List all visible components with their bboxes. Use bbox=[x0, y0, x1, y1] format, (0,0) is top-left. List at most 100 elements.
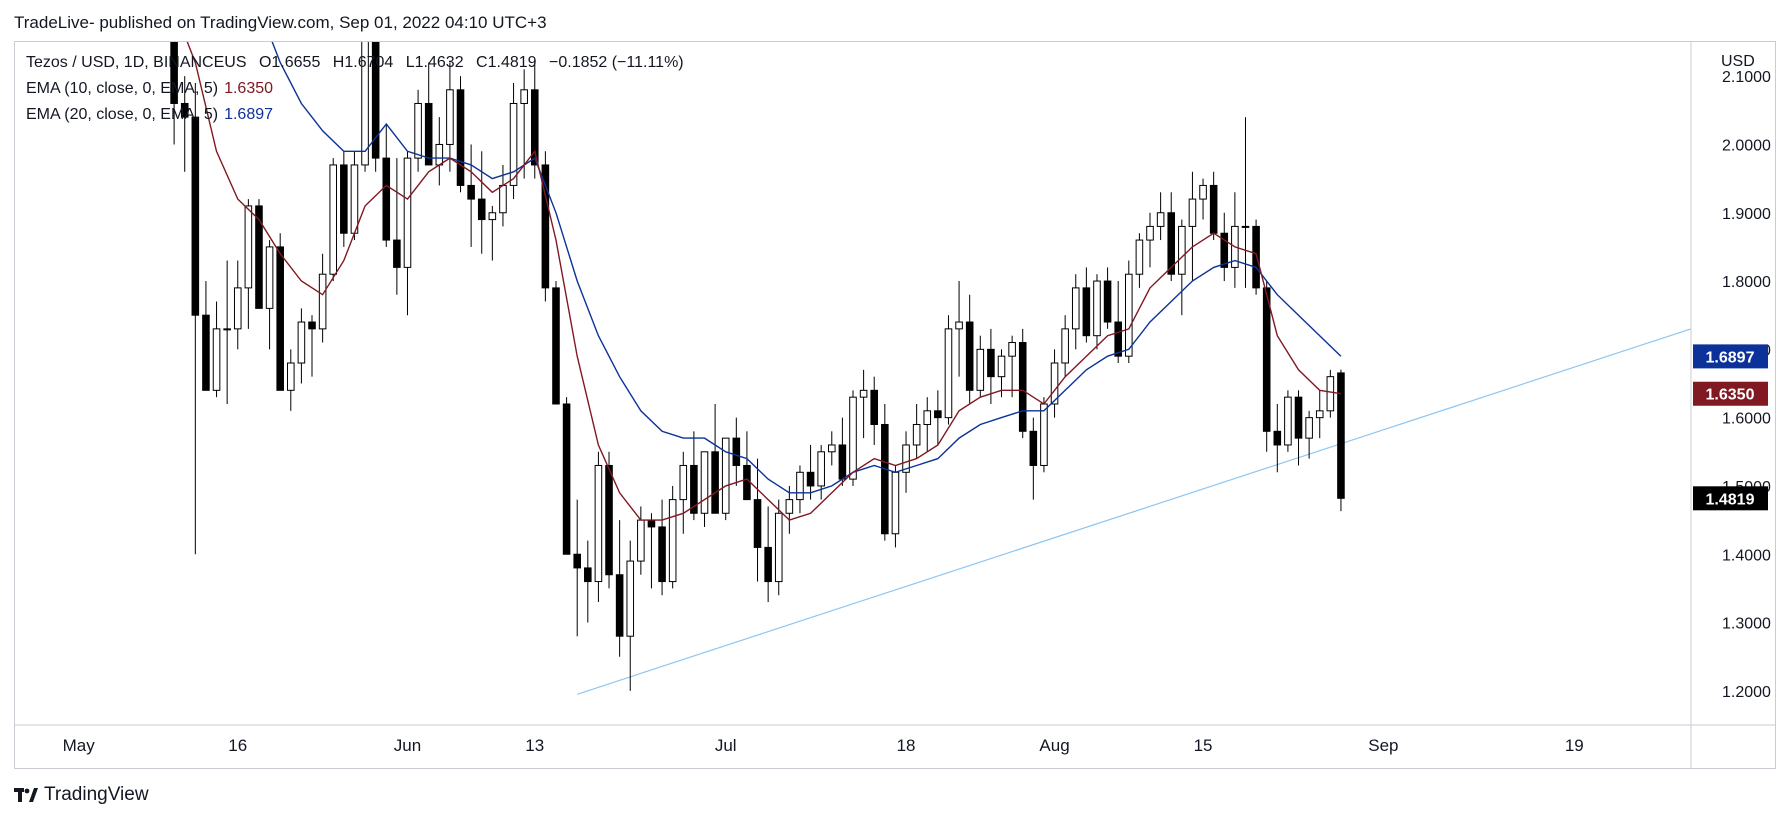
candle-body bbox=[265, 246, 274, 309]
legend-change: −0.1852 (−11.11%) bbox=[549, 54, 684, 71]
candle-up bbox=[774, 499, 783, 596]
chart-frame[interactable] bbox=[14, 41, 1776, 769]
tradingview-logo-icon bbox=[14, 788, 38, 802]
candle-body bbox=[743, 464, 751, 501]
candle-body bbox=[1156, 212, 1165, 227]
candle-up bbox=[1050, 349, 1059, 418]
candle-body bbox=[785, 499, 794, 514]
candle-down bbox=[934, 390, 942, 445]
candle-up bbox=[912, 403, 921, 459]
candle-body bbox=[774, 512, 783, 583]
candle-up bbox=[1231, 192, 1239, 288]
candle-down bbox=[424, 62, 433, 166]
candle-down bbox=[276, 233, 284, 391]
time-tick-label: 16 bbox=[228, 736, 247, 755]
candle-body bbox=[1125, 273, 1133, 357]
legend-ema20-label: EMA (20, close, 0, EMA, 5) bbox=[26, 106, 219, 123]
candle-up bbox=[233, 260, 242, 350]
candle-up bbox=[1071, 274, 1080, 350]
candle-body bbox=[881, 423, 889, 535]
tradingview-logo[interactable]: TradingView bbox=[14, 784, 149, 806]
candle-up bbox=[212, 301, 221, 398]
legend-high-label: H bbox=[332, 54, 345, 71]
candle-down bbox=[456, 76, 465, 193]
candle-up bbox=[849, 390, 857, 486]
candle-body bbox=[329, 164, 338, 275]
candle-body bbox=[456, 89, 465, 186]
candle-down bbox=[838, 417, 847, 486]
candle-down bbox=[308, 315, 316, 377]
time-tick-label: Sep bbox=[1368, 736, 1398, 755]
candle-down bbox=[170, 42, 178, 145]
candles-layer bbox=[170, 42, 1345, 691]
candle-body bbox=[1241, 225, 1250, 228]
candle-down bbox=[191, 82, 200, 555]
candle-body bbox=[1178, 225, 1186, 275]
candle-body bbox=[902, 444, 910, 473]
candle-body bbox=[1008, 342, 1016, 357]
candle-body bbox=[1326, 376, 1335, 412]
candle-up bbox=[265, 240, 274, 350]
candle-down bbox=[1337, 369, 1345, 512]
candle-body bbox=[520, 89, 528, 104]
candle-down bbox=[605, 451, 613, 589]
candle-up bbox=[859, 369, 868, 439]
candle-body bbox=[233, 287, 242, 330]
legend-ema20-value: 1.6897 bbox=[224, 106, 274, 123]
candle-body bbox=[1305, 417, 1313, 439]
candle-down bbox=[690, 431, 698, 521]
candle-body bbox=[1337, 372, 1345, 499]
candle-down bbox=[965, 294, 974, 404]
time-axis[interactable]: May 16 Jun 13 Jul 18 Aug 15 Sep 19 bbox=[63, 736, 1584, 755]
candle-body bbox=[647, 519, 656, 528]
candle-body bbox=[849, 396, 857, 480]
time-tick-label: Jul bbox=[715, 736, 737, 755]
candle-body bbox=[371, 42, 380, 159]
legend-ema10-value: 1.6350 bbox=[224, 80, 274, 97]
publisher-credit: TradeLive- published on TradingView.com,… bbox=[14, 13, 547, 32]
candle-up bbox=[414, 89, 422, 172]
time-tick-label: 15 bbox=[1194, 736, 1213, 755]
legend-symbol[interactable]: Tezos / USD, 1D, BINANCEUS bbox=[26, 54, 247, 71]
candle-up bbox=[955, 281, 963, 377]
legend-ema20-row[interactable]: EMA (20, close, 0, EMA, 5) 1.6897 bbox=[26, 106, 273, 124]
candle-up bbox=[435, 117, 444, 186]
candle-up bbox=[318, 253, 327, 343]
candle-body bbox=[997, 355, 1006, 378]
candle-body bbox=[817, 451, 825, 487]
candle-up bbox=[1156, 192, 1165, 241]
candle-down bbox=[1252, 219, 1260, 295]
candle-down bbox=[202, 281, 210, 391]
candle-down bbox=[541, 151, 550, 302]
candle-body bbox=[934, 410, 942, 419]
legend-ohlc-row: Tezos / USD, 1D, BINANCEUS O1.6655 H1.67… bbox=[26, 54, 684, 72]
price-tick-label: 1.9000 bbox=[1722, 206, 1771, 223]
price-tags: 1.6897 1.6350 1.4819 bbox=[1693, 344, 1768, 511]
candle-body bbox=[1209, 184, 1218, 234]
candle-down bbox=[393, 158, 401, 295]
candle-up bbox=[244, 199, 253, 329]
candle-body bbox=[191, 116, 200, 316]
candle-down bbox=[255, 199, 263, 309]
candle-body bbox=[1273, 430, 1282, 446]
candle-up bbox=[594, 451, 603, 603]
candle-body bbox=[615, 574, 624, 637]
candle-body bbox=[1220, 232, 1229, 268]
candle-body bbox=[403, 157, 412, 268]
price-tag-box bbox=[1693, 381, 1768, 406]
candle-body bbox=[1315, 410, 1324, 419]
candle-body bbox=[1071, 287, 1080, 330]
candle-up bbox=[976, 335, 985, 398]
candle-body bbox=[987, 348, 995, 378]
candle-body bbox=[202, 314, 210, 391]
candle-down bbox=[562, 397, 571, 555]
candle-down bbox=[371, 42, 380, 172]
legend-close-label: C bbox=[476, 54, 488, 71]
candle-body bbox=[509, 102, 518, 186]
legend-ema10-label: EMA (10, close, 0, EMA, 5) bbox=[26, 80, 219, 97]
legend-ema10-row[interactable]: EMA (10, close, 0, EMA, 5) 1.6350 bbox=[26, 80, 273, 98]
candle-down bbox=[1018, 328, 1027, 439]
candle-up bbox=[785, 485, 794, 534]
candle-body bbox=[1146, 225, 1154, 241]
